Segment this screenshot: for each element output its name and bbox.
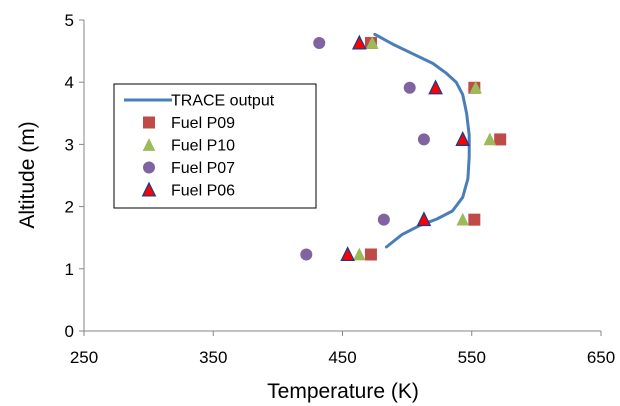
data-point-fuel-p10 xyxy=(456,212,470,226)
data-point-fuel-p10 xyxy=(483,132,497,146)
legend-label-fuel-p10: Fuel P10 xyxy=(171,138,235,155)
data-point-fuel-p10 xyxy=(353,247,366,261)
x-tick-label: 450 xyxy=(328,348,356,367)
y-tick-label: 5 xyxy=(65,11,74,30)
legend-label-fuel-p07: Fuel P07 xyxy=(171,160,235,177)
y-tick-label: 4 xyxy=(65,73,74,92)
y-tick-label: 3 xyxy=(65,135,74,154)
data-point-fuel-p07 xyxy=(300,248,313,261)
y-tick-label: 0 xyxy=(65,322,74,341)
legend-key-fuel-p07 xyxy=(143,161,155,174)
series-line-trace-output xyxy=(373,32,471,249)
data-point-fuel-p07 xyxy=(417,133,430,146)
data-point-fuel-p10 xyxy=(365,36,379,49)
x-axis-title: Temperature (K) xyxy=(267,380,419,403)
x-tick-label: 650 xyxy=(587,348,615,367)
y-tick-label: 2 xyxy=(65,198,74,217)
data-point-fuel-p07 xyxy=(377,213,390,226)
data-point-fuel-p09 xyxy=(468,213,481,226)
data-point-fuel-p07 xyxy=(313,37,326,50)
y-tick-label: 1 xyxy=(65,260,74,279)
legend-label-trace-output: TRACE output xyxy=(171,93,275,110)
x-tick-label: 550 xyxy=(458,348,486,367)
data-point-fuel-p06 xyxy=(416,211,432,227)
data-point-fuel-p10 xyxy=(469,80,482,94)
data-point-fuel-p09 xyxy=(494,133,507,146)
data-point-fuel-p09 xyxy=(364,248,377,261)
legend-label-fuel-p06: Fuel P06 xyxy=(171,183,235,200)
data-point-fuel-p06 xyxy=(428,79,443,95)
data-point-fuel-p07 xyxy=(403,81,416,94)
x-tick-label: 250 xyxy=(70,348,98,367)
legend-key-fuel-p10 xyxy=(142,138,156,151)
data-point-fuel-p06 xyxy=(455,131,471,146)
data-point-fuel-p06 xyxy=(340,246,356,262)
y-axis-title: Altitude (m) xyxy=(16,121,39,228)
legend-label-fuel-p09: Fuel P09 xyxy=(171,115,235,132)
legend-key-fuel-p06 xyxy=(141,181,157,197)
x-tick-label: 350 xyxy=(199,348,227,367)
data-point-fuel-p06 xyxy=(351,34,367,50)
legend-key-fuel-p09 xyxy=(143,116,155,129)
